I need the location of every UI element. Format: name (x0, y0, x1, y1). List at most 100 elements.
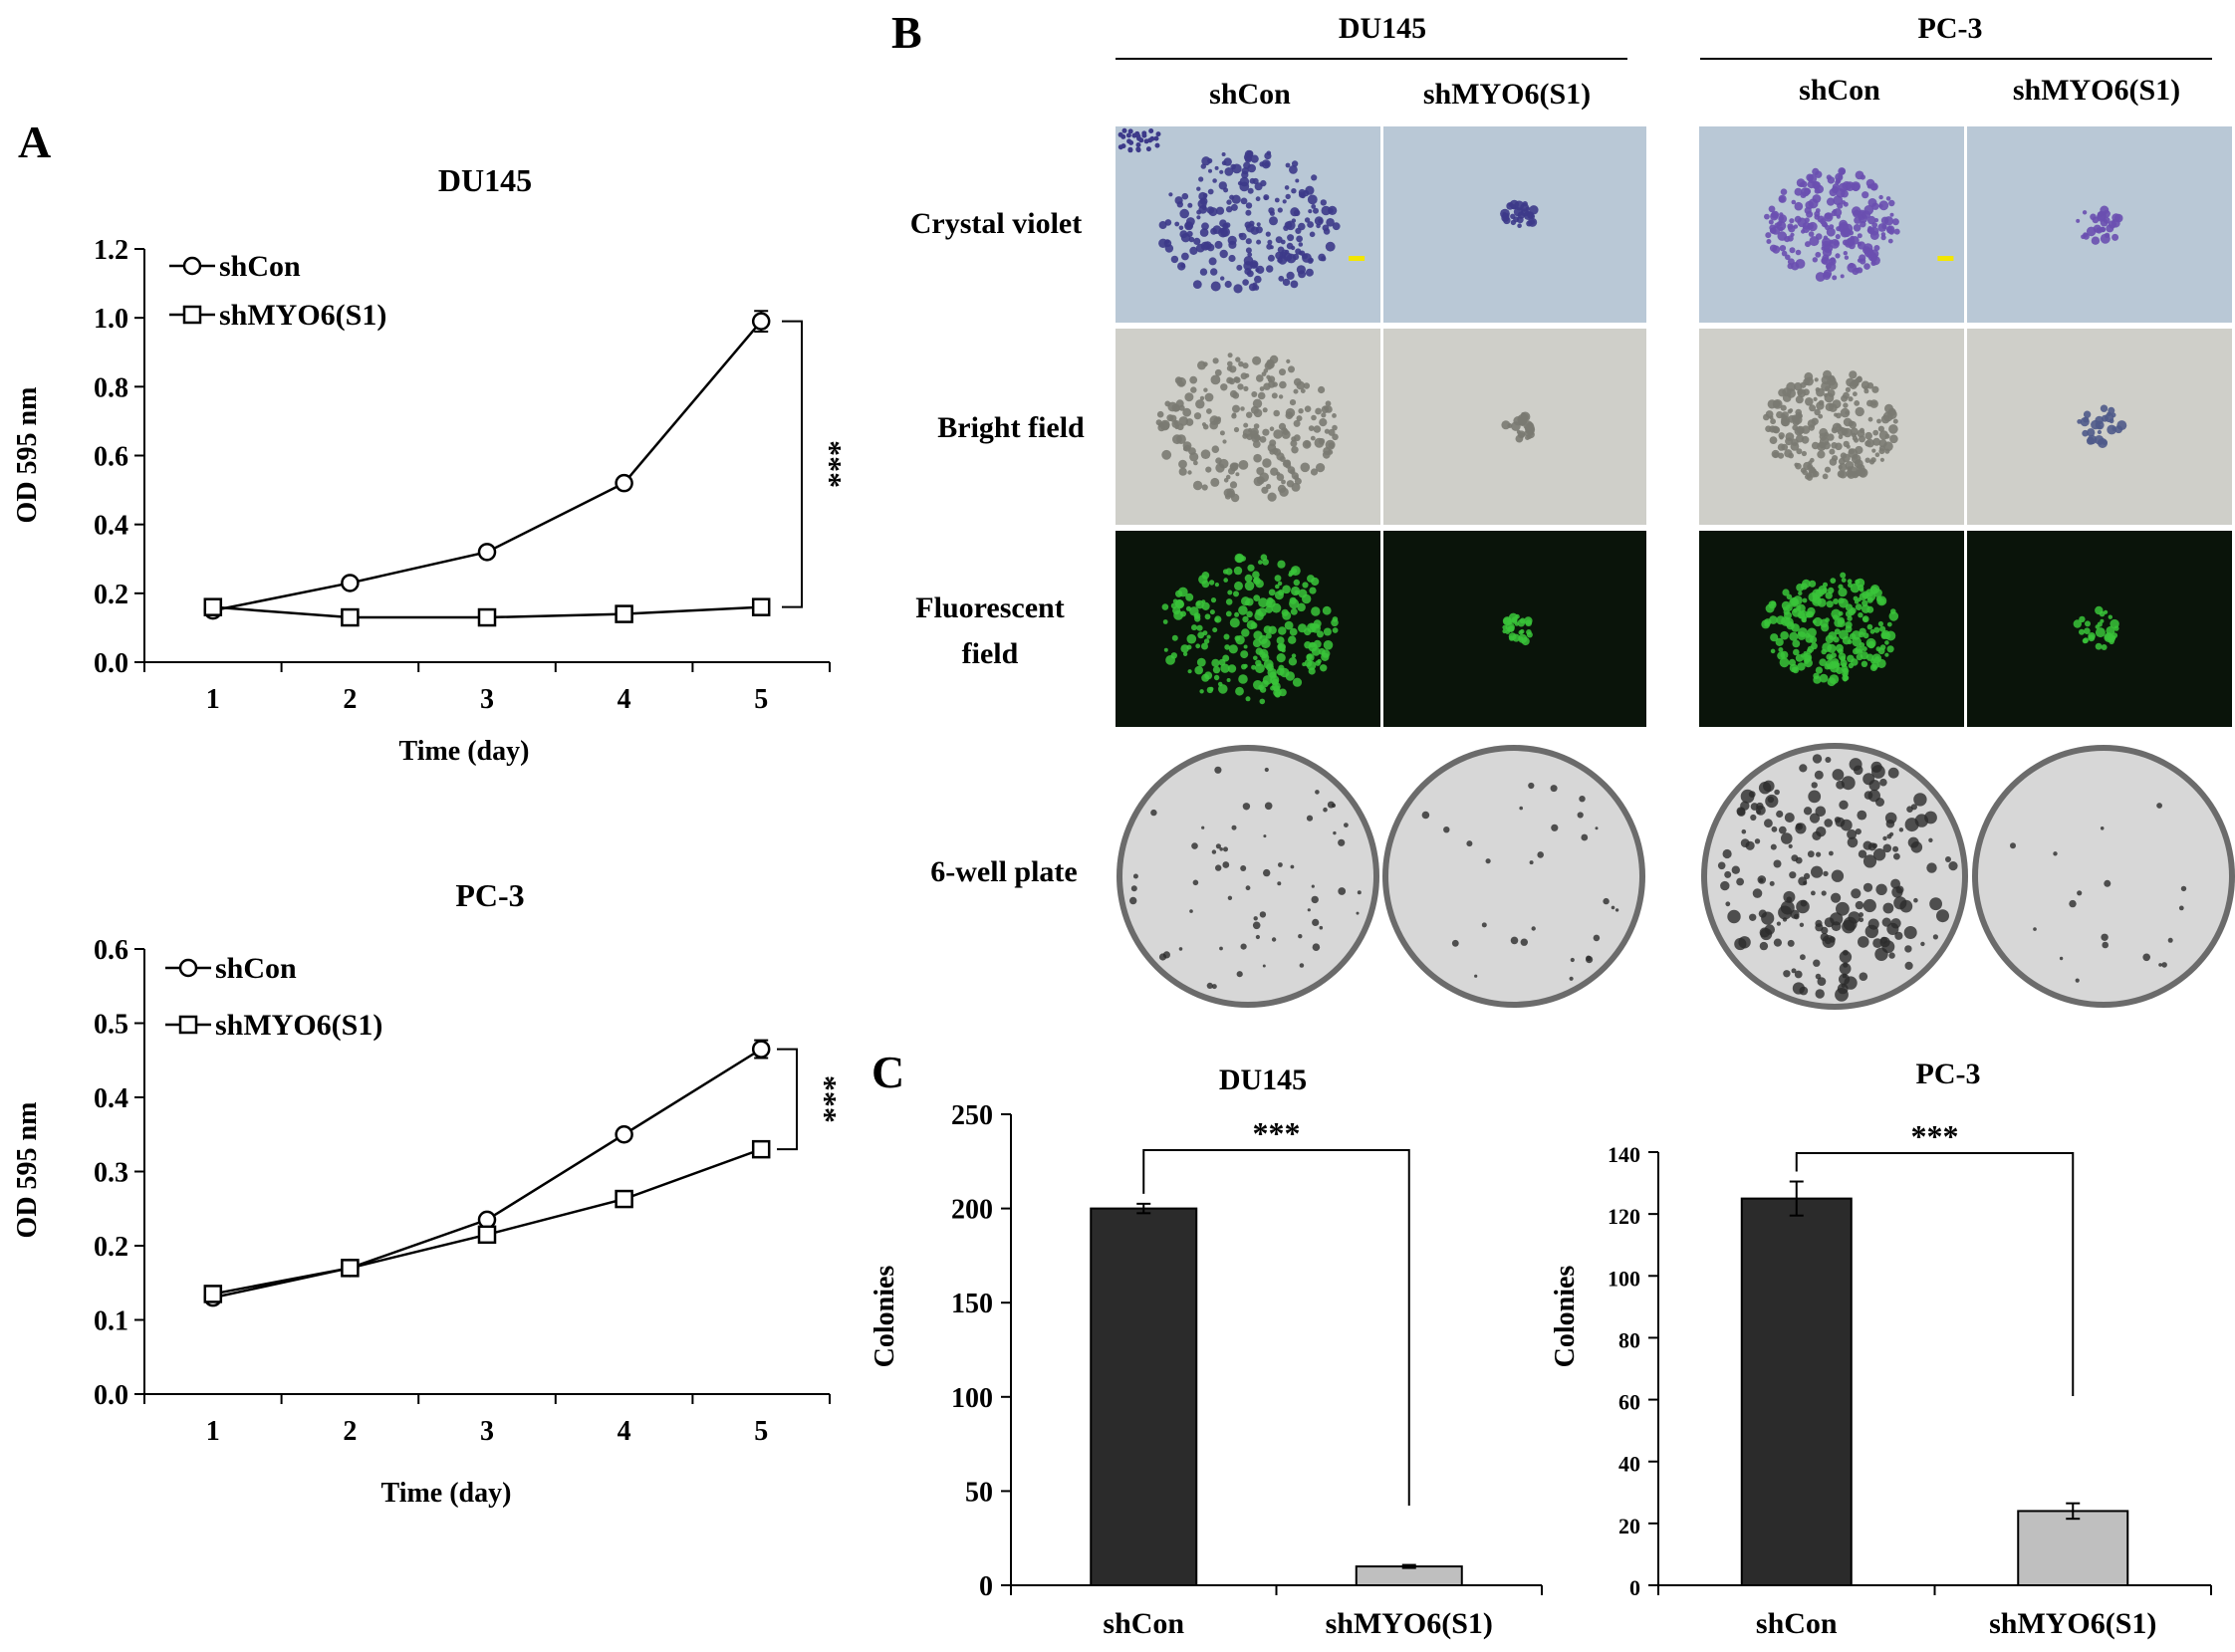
colony-dot (1227, 895, 1233, 900)
x-category-label: shMYO6(S1) (1326, 1607, 1493, 1640)
colony-dot (1771, 826, 1778, 832)
cell-dot (1832, 275, 1838, 281)
cell-dot (1178, 225, 1184, 231)
cell-dot (1792, 639, 1801, 648)
cell-dot (1802, 617, 1807, 623)
cell-dot (1193, 460, 1198, 466)
cell-dot (1256, 467, 1265, 475)
cell-dot (1291, 436, 1297, 442)
cell-dot (1332, 627, 1339, 633)
cell-dot (1242, 279, 1249, 286)
cell-dot (1224, 644, 1230, 650)
colony-dot (1550, 785, 1558, 793)
cell-dot (1266, 243, 1273, 250)
cell-dot (1210, 597, 1217, 603)
cell-dot (1846, 377, 1855, 387)
cell-dot (1214, 240, 1223, 249)
cell-dot (1886, 645, 1894, 653)
cell-dot (1284, 620, 1294, 630)
cell-dot (1158, 221, 1167, 229)
cell-dot (1835, 253, 1841, 259)
micrograph-tile (1967, 126, 2232, 323)
cell-dot (1843, 201, 1849, 207)
cell-dot (1242, 615, 1249, 623)
cell-dot (1253, 453, 1262, 463)
cell-dot (1888, 228, 1895, 235)
cell-dot (1770, 600, 1777, 606)
y-tick-label: 50 (965, 1477, 993, 1508)
colony-dot (1815, 989, 1825, 999)
cell-dot (1273, 429, 1283, 439)
cell-dot (2099, 226, 2106, 233)
cell-dot (1779, 196, 1785, 203)
cell-dot (1229, 481, 1238, 489)
cell-dot (1872, 429, 1879, 436)
colony-dot (1357, 890, 1362, 895)
chart-title: DU145 (1219, 1063, 1307, 1096)
colony-dot (1904, 945, 1912, 953)
cell-dot (1317, 658, 1322, 664)
cell-dot (1206, 243, 1215, 252)
cell-dot (1838, 182, 1848, 192)
colony-dot (1531, 926, 1536, 931)
cell-dot (1207, 188, 1214, 195)
colony-dot (1529, 860, 1534, 865)
cell-dot (1794, 215, 1802, 223)
cell-dot (1175, 399, 1184, 408)
cell-dot (1810, 467, 1815, 473)
cell-dot (1261, 653, 1270, 662)
cell-dot (1190, 386, 1197, 393)
cell-dot (1821, 256, 1830, 265)
cell-dot (1255, 196, 1261, 202)
cell-dot (1813, 396, 1818, 401)
significance-stars: *** (1253, 1115, 1301, 1151)
cell-dot (1770, 418, 1776, 425)
y-tick-label: 150 (951, 1289, 993, 1319)
cell-dot (1245, 209, 1252, 216)
cell-dot (1135, 142, 1141, 147)
cell-dot (1815, 272, 1826, 282)
micrograph-tile (1116, 126, 1380, 323)
colony-dot (1781, 832, 1793, 844)
cell-dot (1889, 434, 1898, 444)
cell-dot (2082, 429, 2089, 437)
cell-dot (1838, 588, 1848, 597)
cell-dot (1244, 574, 1253, 583)
cell-dot (1277, 207, 1283, 213)
cell-dot (1274, 691, 1282, 698)
cell-dot (1289, 596, 1297, 604)
colony-dot (1839, 962, 1852, 975)
cell-dot (1794, 426, 1804, 436)
cell-dot (1187, 470, 1192, 475)
cell-dot (1191, 624, 1197, 631)
cell-dot (1321, 412, 1327, 418)
plot-area: 0.0 0.1 0.2 0.3 0.4 0.5 0.6 1 2 3 4 5 shCon shMYO6(S1… (94, 935, 844, 1447)
data-point-circle (477, 543, 497, 562)
cell-dot (1294, 590, 1300, 595)
colony-dot (1836, 780, 1845, 790)
colony-dot (1211, 984, 1217, 990)
cell-dot (1765, 232, 1772, 239)
colony-dot (1214, 766, 1222, 774)
cell-dot (1266, 358, 1275, 367)
colony-dot (1720, 880, 1730, 891)
cell-dot (1873, 218, 1879, 223)
cell-dot (1778, 647, 1784, 652)
cell-dot (1240, 406, 1245, 411)
cell-dot (1830, 257, 1836, 263)
cell-dot (1764, 213, 1770, 220)
cell-dot (1265, 231, 1271, 237)
colony-dot (1783, 890, 1796, 903)
colony-dot (1794, 970, 1803, 979)
y-tick-label: 0.5 (94, 1010, 128, 1041)
data-point-circle (477, 1210, 497, 1230)
plot-area: 0.0 0.2 0.4 0.6 0.8 1.0 1.2 1 2 3 4 5 shCon shMYO6(S1… (94, 235, 849, 715)
cell-dot (1221, 152, 1226, 156)
colony-dot (1306, 815, 1314, 822)
cell-dot (1881, 629, 1890, 638)
cell-dot (1831, 210, 1838, 217)
cell-dot (1843, 417, 1853, 427)
colony-dot (1191, 842, 1198, 849)
cell-dot (1891, 218, 1899, 226)
cell-dot (1215, 206, 1225, 215)
